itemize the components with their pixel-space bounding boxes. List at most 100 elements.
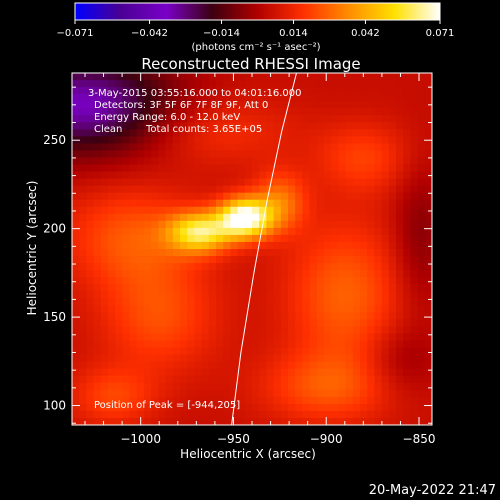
heatmap-cell	[324, 129, 332, 137]
heatmap-cell	[338, 171, 347, 180]
annotation-peak-position: Position of Peak = [-944,205]	[94, 400, 240, 411]
heatmap-cell	[208, 143, 217, 152]
heatmap-cell	[360, 213, 368, 222]
heatmap-cell	[129, 80, 138, 88]
heatmap-cell	[208, 340, 217, 349]
heatmap-cell	[129, 199, 138, 208]
heatmap-cell	[187, 270, 195, 278]
heatmap-cell	[403, 129, 411, 137]
heatmap-cell	[108, 403, 116, 412]
heatmap-cell	[338, 417, 347, 425]
heatmap-cell	[108, 312, 116, 320]
heatmap-cell	[122, 115, 131, 123]
heatmap-cell	[108, 73, 116, 81]
heatmap-cell	[352, 298, 361, 306]
heatmap-cell	[93, 298, 102, 306]
heatmap-cell	[410, 213, 419, 222]
heatmap-cell	[288, 396, 296, 405]
heatmap-cell	[367, 192, 375, 201]
heatmap-cell	[367, 115, 375, 123]
heatmap-cell	[352, 178, 361, 187]
heatmap-cell	[100, 410, 109, 419]
heatmap-cell	[338, 403, 347, 412]
heatmap-cell	[158, 87, 167, 95]
heatmap-cell	[324, 417, 332, 425]
heatmap-cell	[129, 171, 138, 180]
heatmap-cell	[316, 227, 325, 236]
heatmap-cell	[108, 319, 116, 328]
heatmap-cell	[172, 122, 181, 130]
heatmap-cell	[324, 291, 332, 299]
heatmap-cell	[266, 94, 275, 102]
heatmap-cell	[424, 375, 432, 384]
heatmap-cell	[158, 361, 167, 370]
heatmap-cell	[216, 234, 224, 243]
heatmap-cell	[100, 129, 109, 137]
heatmap-cell	[302, 234, 311, 243]
heatmap-cell	[309, 150, 318, 159]
heatmap-cell	[208, 389, 217, 398]
heatmap-cell	[144, 382, 152, 391]
heatmap-cell	[316, 192, 325, 201]
heatmap-cell	[403, 403, 411, 412]
heatmap-cell	[244, 389, 253, 398]
heatmap-cell	[266, 164, 275, 173]
heatmap-cell	[136, 136, 145, 144]
heatmap-cell	[100, 375, 109, 384]
heatmap-cell	[216, 396, 224, 405]
heatmap-cell	[165, 256, 174, 264]
heatmap-cell	[100, 417, 109, 425]
heatmap-cell	[273, 157, 282, 166]
heatmap-cell	[266, 298, 275, 306]
heatmap-cell	[223, 347, 231, 356]
heatmap-cell	[360, 389, 368, 398]
heatmap-cell	[122, 192, 131, 201]
heatmap-cell	[237, 80, 246, 88]
heatmap-cell	[208, 129, 217, 137]
heatmap-cell	[216, 361, 224, 370]
heatmap-cell	[165, 340, 174, 349]
heatmap-cell	[180, 227, 188, 236]
heatmap-cell	[194, 277, 203, 285]
heatmap-cell	[331, 277, 339, 285]
heatmap-cell	[93, 389, 102, 398]
heatmap-cell	[208, 249, 217, 257]
heatmap-cell	[216, 150, 224, 159]
heatmap-cell	[230, 256, 239, 264]
heatmap-cell	[266, 185, 275, 194]
heatmap-cell	[144, 389, 152, 398]
heatmap-cell	[194, 171, 203, 180]
heatmap-cell	[100, 227, 109, 236]
heatmap-cell	[316, 312, 325, 320]
heatmap-cell	[122, 164, 131, 173]
annotation-total-counts: Total counts: 3.65E+05	[145, 124, 262, 135]
heatmap-cell	[259, 164, 267, 173]
heatmap-cell	[345, 333, 354, 342]
heatmap-cell	[324, 234, 332, 243]
heatmap-cell	[230, 284, 239, 292]
heatmap-cell	[410, 263, 419, 271]
heatmap-cell	[367, 277, 375, 285]
heatmap-cell	[194, 185, 203, 194]
heatmap-cell	[273, 256, 282, 264]
heatmap-cell	[144, 270, 152, 278]
heatmap-cell	[180, 277, 188, 285]
heatmap-cell	[273, 298, 282, 306]
heatmap-cell	[151, 206, 159, 215]
heatmap-cell	[158, 333, 167, 342]
heatmap-cell	[93, 241, 102, 250]
heatmap-cell	[252, 227, 260, 236]
heatmap-cell	[187, 340, 195, 349]
heatmap-cell	[352, 80, 361, 88]
heatmap-cell	[424, 94, 432, 102]
heatmap-cell	[331, 213, 339, 222]
heatmap-cell	[396, 298, 404, 306]
heatmap-cell	[324, 192, 332, 201]
heatmap-cell	[280, 347, 289, 356]
heatmap-cell	[230, 277, 239, 285]
heatmap-cell	[396, 270, 404, 278]
heatmap-cell	[79, 417, 87, 425]
heatmap-cell	[165, 305, 174, 313]
heatmap-cell	[151, 143, 159, 152]
heatmap-cell	[93, 403, 102, 412]
